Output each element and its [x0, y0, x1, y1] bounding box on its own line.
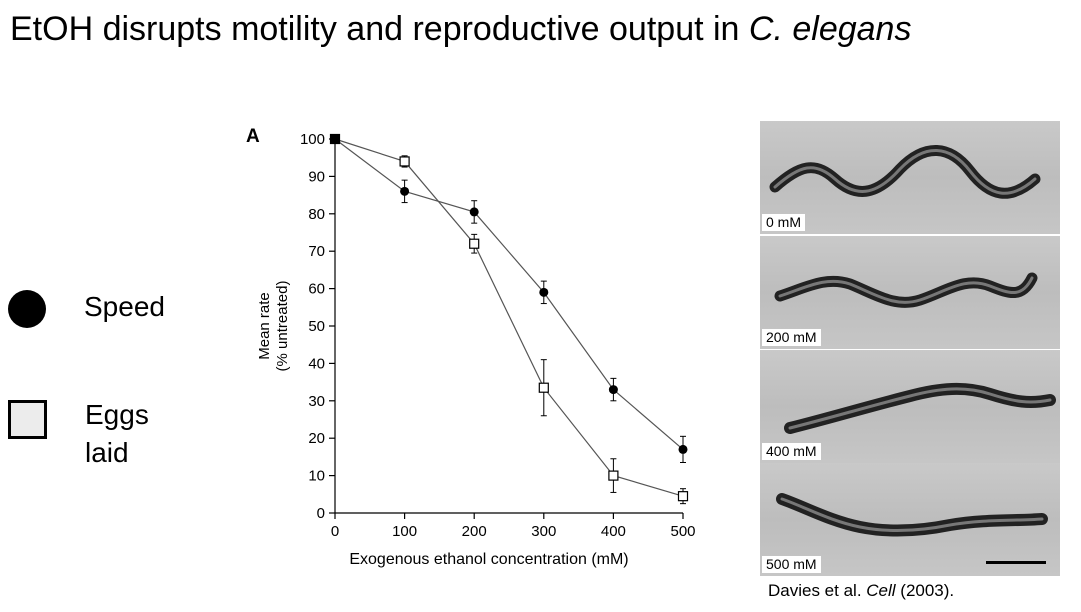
citation-year: (2003). — [895, 581, 955, 600]
y-ticks: 0 10 20 30 40 50 60 70 80 90 100 — [300, 131, 335, 522]
y-tick-label: 30 — [308, 393, 325, 410]
citation-journal: Cell — [866, 581, 896, 600]
citation-authors: Davies et al. — [768, 581, 867, 600]
x-tick-label: 400 — [601, 523, 626, 540]
series-layer — [329, 133, 689, 505]
legend-item-speed: Speed — [8, 288, 165, 328]
data-point-eggs — [608, 470, 619, 481]
data-point-speed — [678, 444, 688, 454]
y-tick-label: 10 — [308, 468, 325, 485]
data-point-eggs — [677, 491, 689, 502]
data-point-eggs — [329, 133, 341, 145]
legend-label-speed: Speed — [84, 291, 165, 322]
worm-photo-400mm: 400 mM — [760, 350, 1060, 463]
worm-image-200mm — [774, 272, 1038, 308]
series-eggs-laid — [329, 133, 689, 505]
worm-image-500mm — [776, 493, 1048, 537]
photo-label-200mm: 200 mM — [762, 329, 821, 346]
worm-photo-0mm: 0 mM — [760, 121, 1060, 234]
worm-photo-500mm: 500 mM — [760, 463, 1060, 576]
photo-label-0mm: 0 mM — [762, 214, 805, 231]
y-tick-label: 40 — [308, 355, 325, 372]
x-axis-label: Exogenous ethanol concentration (mM) — [349, 551, 628, 568]
data-point-speed — [608, 385, 618, 395]
data-point-eggs — [538, 382, 549, 393]
panel-label: A — [246, 126, 260, 147]
y-axis-label-line2: (% untreated) — [274, 281, 291, 372]
filled-circle-icon — [8, 290, 46, 328]
y-tick-label: 0 — [317, 505, 325, 522]
slide-title-species: C. elegans — [748, 10, 912, 48]
y-tick-label: 20 — [308, 430, 325, 447]
photo-label-500mm: 500 mM — [762, 556, 821, 573]
y-tick-label: 90 — [308, 168, 325, 185]
worm-image-400mm — [784, 382, 1056, 434]
series-line — [334, 138, 684, 450]
series-speed — [330, 134, 688, 464]
y-tick-label: 50 — [308, 318, 325, 335]
x-tick-label: 0 — [331, 523, 339, 540]
citation: Davies et al. Cell (2003). — [768, 580, 954, 602]
open-square-icon — [8, 400, 47, 439]
legend-label-eggs: Eggs laid — [85, 399, 149, 468]
x-ticks: 0 100 200 300 400 500 — [331, 513, 696, 540]
y-tick-label: 60 — [308, 281, 325, 298]
data-point-speed — [539, 287, 549, 297]
data-point-eggs — [469, 238, 480, 249]
y-tick-label: 80 — [308, 206, 325, 223]
data-point-eggs — [399, 156, 410, 167]
y-tick-label: 100 — [300, 131, 325, 148]
data-point-speed — [469, 207, 479, 217]
x-tick-label: 200 — [462, 523, 487, 540]
worm-photo-200mm: 200 mM — [760, 236, 1060, 349]
photo-label-400mm: 400 mM — [762, 443, 821, 460]
slide-title: EtOH disrupts motility and reproductive … — [10, 6, 1010, 52]
worm-image-0mm — [769, 145, 1041, 199]
series-line — [334, 138, 684, 497]
scale-bar — [986, 561, 1046, 564]
x-tick-label: 100 — [392, 523, 417, 540]
y-axis-label-line1: Mean rate — [256, 292, 273, 360]
x-tick-label: 500 — [670, 523, 695, 540]
data-point-speed — [400, 186, 410, 196]
line-chart: A 0 10 20 30 40 50 60 70 80 90 100 0 100 200 300 400 50… — [246, 126, 696, 568]
legend-item-eggs: Eggs laid — [8, 396, 185, 472]
slide-title-text: EtOH disrupts motility and reproductive … — [10, 10, 749, 48]
x-tick-label: 300 — [531, 523, 556, 540]
y-tick-label: 70 — [308, 243, 325, 260]
